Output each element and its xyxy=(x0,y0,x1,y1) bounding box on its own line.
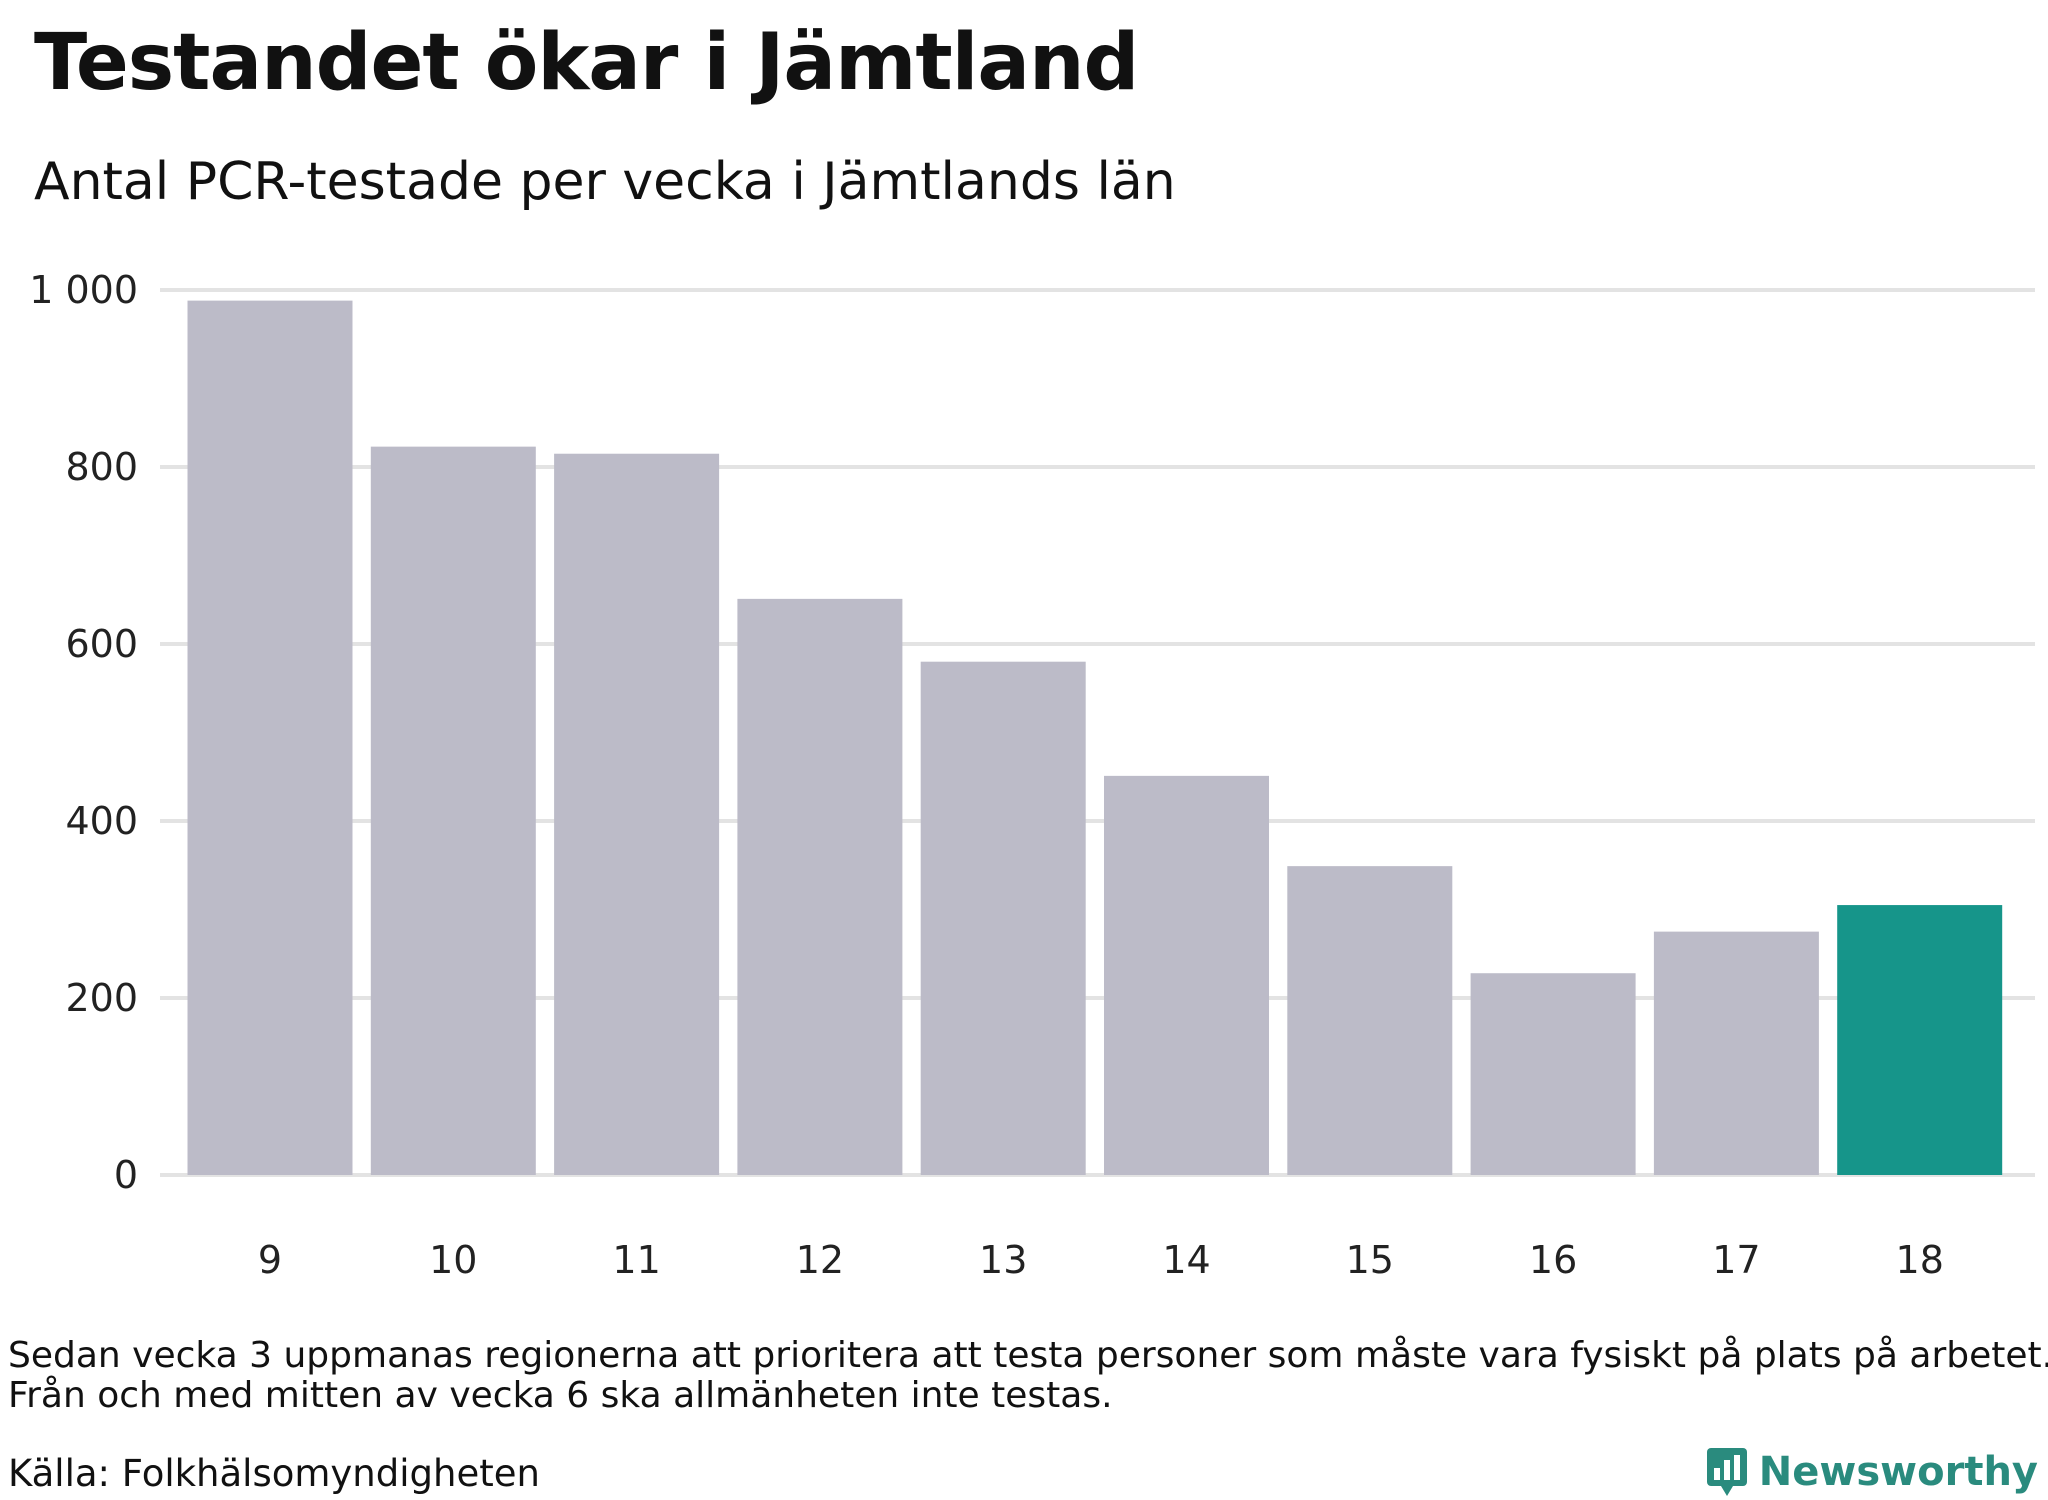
y-tick-label: 600 xyxy=(65,622,138,666)
x-tick-label: 10 xyxy=(429,1238,477,1282)
bar-week-18 xyxy=(1837,905,2003,1175)
source-credit: Källa: Folkhälsomyndigheten xyxy=(8,1452,540,1495)
bar-week-14 xyxy=(1104,775,1269,1175)
bar-week-16 xyxy=(1470,973,1636,1175)
brand-name: Newsworthy xyxy=(1758,1449,2038,1495)
bar-week-17 xyxy=(1653,931,1819,1175)
bar-week-13 xyxy=(920,661,1086,1175)
x-tick-label: 16 xyxy=(1529,1238,1577,1282)
bar-week-11 xyxy=(554,453,720,1176)
y-tick-label: 800 xyxy=(65,445,138,489)
y-tick-label: 400 xyxy=(65,799,138,843)
bar-week-9 xyxy=(187,300,353,1175)
bar-chart-bubble-icon xyxy=(1706,1448,1747,1496)
x-tick-label: 13 xyxy=(979,1238,1027,1282)
bar-week-10 xyxy=(370,446,536,1175)
y-tick-label: 200 xyxy=(65,976,138,1020)
x-tick-label: 12 xyxy=(796,1238,844,1282)
y-tick-label: 0 xyxy=(114,1153,138,1197)
x-tick-label: 18 xyxy=(1896,1238,1944,1282)
x-tick-label: 11 xyxy=(612,1238,660,1282)
bar-week-15 xyxy=(1287,866,1453,1175)
brand-logo[interactable]: Newsworthy xyxy=(1705,1446,2038,1498)
x-tick-label: 14 xyxy=(1162,1238,1210,1282)
chart-notes: Sedan vecka 3 uppmanas regionerna att pr… xyxy=(8,1336,2048,1416)
bar-week-12 xyxy=(737,598,903,1175)
chart-title: Testandet ökar i Jämtland xyxy=(34,18,1139,108)
bar-chart: 0 200 400 600 800 1 000 9 10 11 12 13 14 15 16 17 18 xyxy=(29,268,2035,1282)
note-line-2: Från och med mitten av vecka 6 ska allmä… xyxy=(8,1375,1113,1416)
x-tick-label: 15 xyxy=(1346,1238,1394,1282)
y-tick-label: 1 000 xyxy=(29,268,138,312)
x-tick-label: 17 xyxy=(1712,1238,1760,1282)
note-line-1: Sedan vecka 3 uppmanas regionerna att pr… xyxy=(8,1335,2048,1376)
x-tick-label: 9 xyxy=(258,1238,282,1282)
chart-subtitle: Antal PCR-testade per vecka i Jämtlands … xyxy=(34,152,1176,212)
